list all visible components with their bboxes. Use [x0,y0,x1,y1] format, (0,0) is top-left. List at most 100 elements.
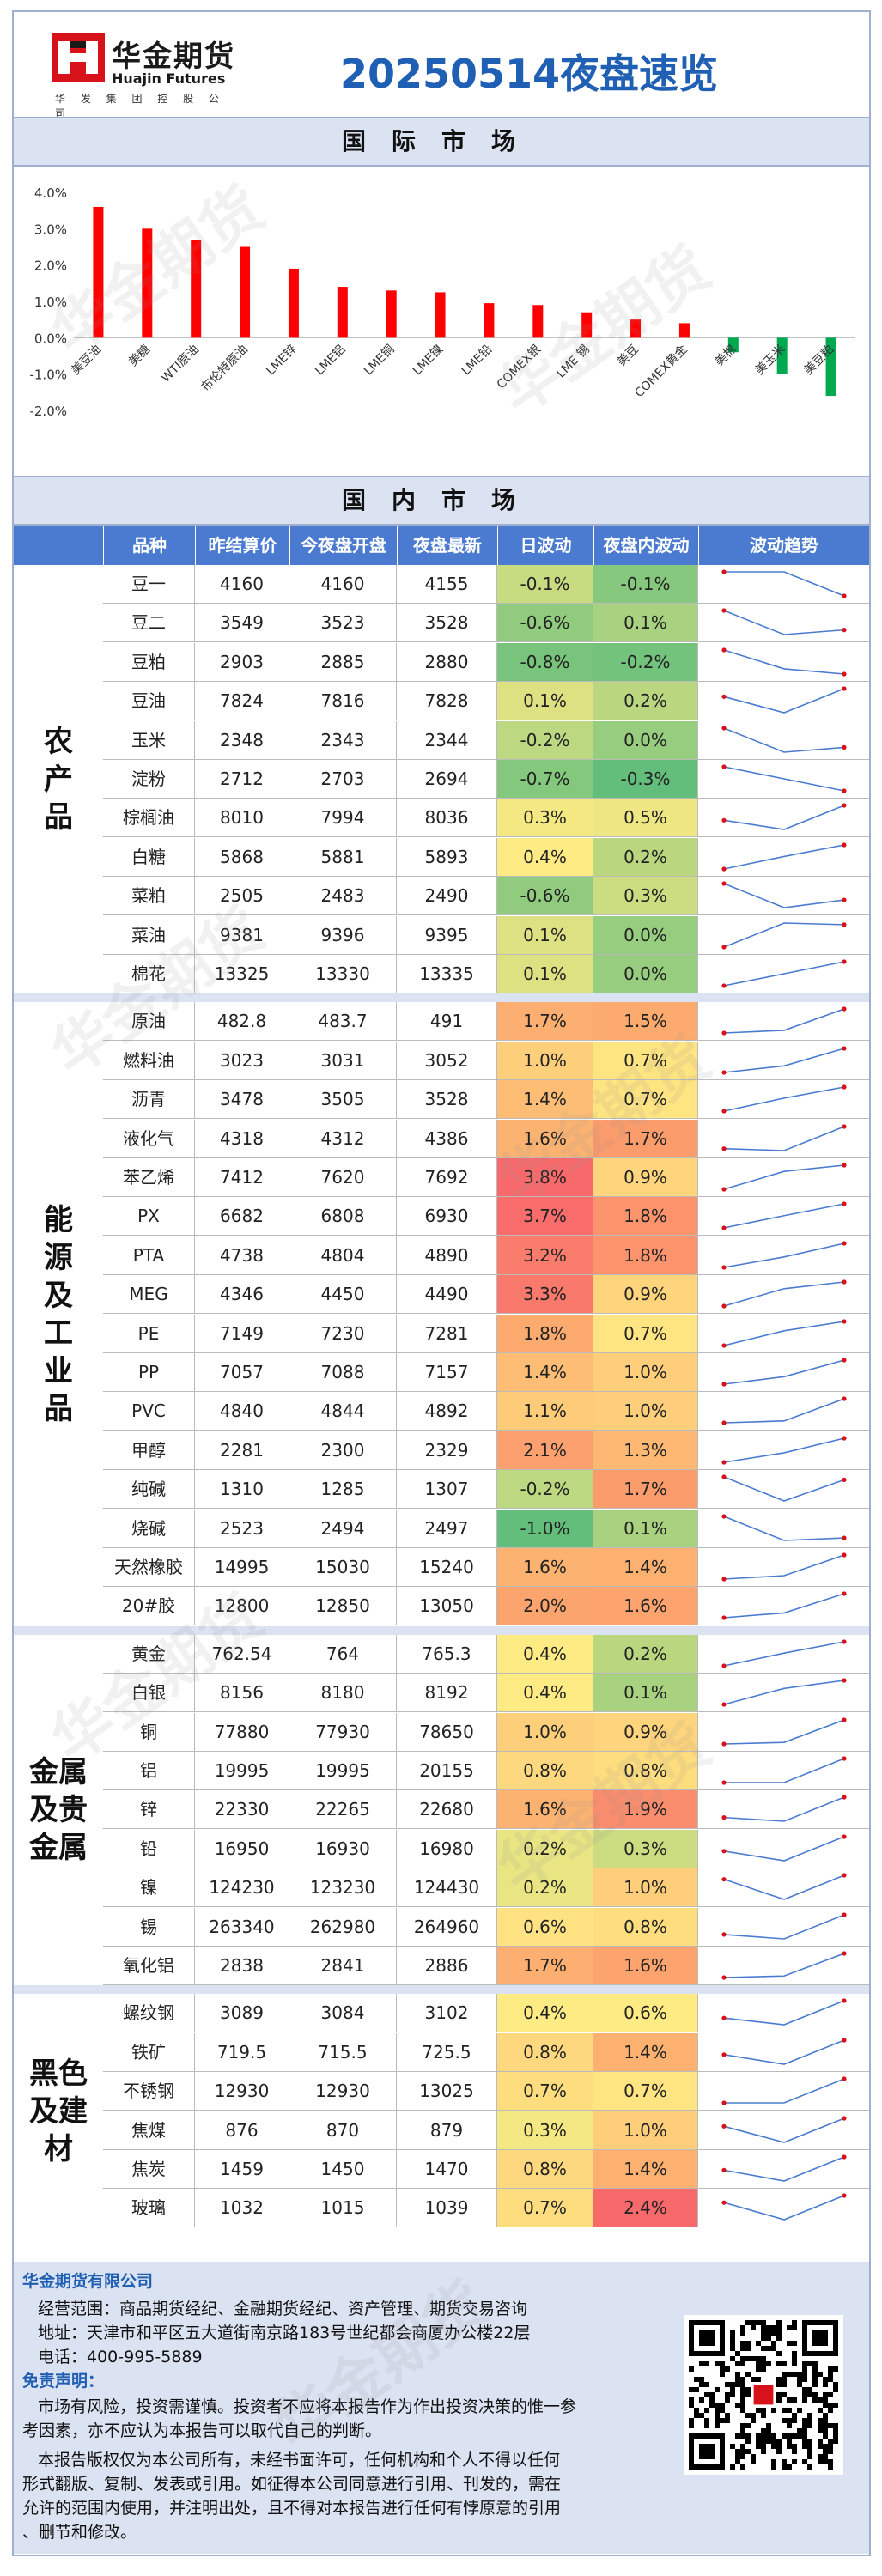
category-label: COMEX黄金 [632,342,690,400]
trend-end-marker [842,1535,847,1540]
cell-day-change: 0.3% [497,799,593,838]
cell-name: 液化气 [103,1119,195,1158]
cell-prev-settle: 7412 [195,1157,289,1197]
cell-night-last: 124430 [397,1868,497,1908]
trend-start-marker [721,1577,727,1582]
trend-end-marker [842,803,847,808]
trend-end-marker [842,1678,847,1683]
trend-end-marker [842,921,847,927]
col-prev-settle: 昨结算价 [195,526,289,565]
disclaimer-line-4: 形式翻版、复制、发表或引用。如征得本公司同意进行引用、刊发的，需在 [22,2475,562,2494]
cell-name: 烧碱 [103,1509,195,1548]
cell-prev-settle: 2903 [195,642,289,682]
cell-night-last: 491 [397,1002,497,1042]
trend-end-marker [842,1951,847,1956]
col-night-last: 夜盘最新 [397,526,497,565]
cell-night-open: 2343 [289,720,397,760]
trend-line [723,1203,845,1230]
section-domestic: 国内市场 [14,476,869,526]
cell-night-change: 0.2% [593,682,698,721]
cell-name: 棉花 [103,955,195,993]
cell-night-change: 0.2% [593,837,698,877]
trend-sparkline [698,2150,869,2189]
cell-night-open: 262980 [289,1907,397,1947]
table-row: 豆粕 2903 2885 2880 -0.8% -0.2% [103,642,869,682]
trend-line [723,726,845,753]
table-header: 品种 昨结算价 今夜盘开盘 夜盘最新 日波动 夜盘内波动 波动趋势 [14,526,869,565]
group-label-text: 黑色及建材 [29,2056,88,2166]
cell-day-change: 0.4% [497,837,593,877]
trend-line [723,1008,845,1035]
cell-night-change: 1.0% [593,1868,698,1908]
table-row: 白糖 5868 5881 5893 0.4% 0.2% [103,837,869,877]
cell-day-change: 3.7% [497,1197,593,1236]
table-group: 金属及贵金属 黄金 762.54 764 765.3 0.4% 0.2% 白银 8156 8180… [14,1634,869,1986]
cell-day-change: -0.1% [497,565,593,604]
cell-name: PE [103,1314,195,1353]
cell-day-change: 1.4% [497,1080,593,1120]
bar [93,206,104,338]
table-row: 玻璃 1032 1015 1039 0.7% 2.4% [103,2189,869,2228]
cell-prev-settle: 77880 [195,1712,289,1752]
cell-day-change: 0.6% [497,1907,593,1947]
trend-sparkline [698,643,869,682]
logo-subtitle: 华 发 集 团 控 股 公 司 [55,93,225,119]
cell-night-last: 2880 [397,642,497,682]
cell-night-open: 4804 [289,1236,397,1275]
trend-line [723,1680,845,1705]
cell-night-open: 6808 [289,1197,397,1236]
trend-sparkline [698,1120,869,1158]
trend-start-marker [721,1145,727,1151]
trend-sparkline [698,1080,869,1120]
table-row: 铜 77880 77930 78650 1.0% 0.9% [103,1712,869,1752]
trend-start-marker [721,881,727,886]
cell-prev-settle: 4738 [195,1236,289,1275]
cell-night-open: 2494 [289,1509,397,1548]
cell-night-change: 0.5% [593,799,698,838]
cell-night-last: 2490 [397,877,497,916]
cell-night-open: 19995 [289,1751,397,1790]
trend-end-marker [842,1716,847,1722]
group-label: 能源及工业品 [14,1002,103,1625]
trend-start-marker [721,2167,727,2172]
disclaimer-line-6: 、删节和修改。 [22,2523,137,2542]
trend-sparkline [698,877,869,916]
cell-night-last: 4890 [397,1236,497,1275]
col-night-open: 今夜盘开盘 [289,526,397,565]
table-row: 螺纹钢 3089 3084 3102 0.4% 0.6% [103,1994,869,2033]
cell-name: MEG [103,1275,195,1315]
cell-night-change: 0.8% [593,1751,698,1790]
trend-end-marker [842,628,847,633]
trend-line [723,844,845,870]
table-row: 天然橡胶 14995 15030 15240 1.6% 1.4% [103,1547,869,1587]
col-trend: 波动趋势 [698,526,869,565]
cell-name: 棕榈油 [103,799,195,838]
trend-end-marker [842,842,847,848]
cell-name: 锡 [103,1907,195,1947]
trend-end-marker [842,2115,847,2121]
group-separator [14,1625,869,1635]
bar [727,337,739,353]
trend-end-marker [842,1477,847,1483]
trend-start-marker [721,1342,727,1348]
cell-night-open: 3505 [289,1080,397,1120]
bar [142,228,153,338]
trend-start-marker [721,647,727,653]
cell-prev-settle: 6682 [195,1197,289,1236]
trend-end-marker [842,671,847,677]
trend-start-marker [721,1070,727,1075]
trend-end-marker [842,1046,847,1051]
trend-sparkline [698,955,869,993]
trend-end-marker [842,744,847,750]
cell-night-open: 1450 [289,2149,397,2189]
cell-night-last: 2497 [397,1509,497,1548]
cell-night-change: 0.7% [593,1041,698,1080]
trend-line [724,1758,845,1783]
cell-day-change: 1.6% [497,1547,593,1587]
cell-night-change: 0.9% [593,1712,698,1752]
cell-night-last: 6930 [397,1197,497,1236]
trend-line [723,1796,845,1823]
trend-start-marker [721,1265,727,1270]
trend-start-marker [721,1815,727,1820]
trend-sparkline [698,721,869,760]
